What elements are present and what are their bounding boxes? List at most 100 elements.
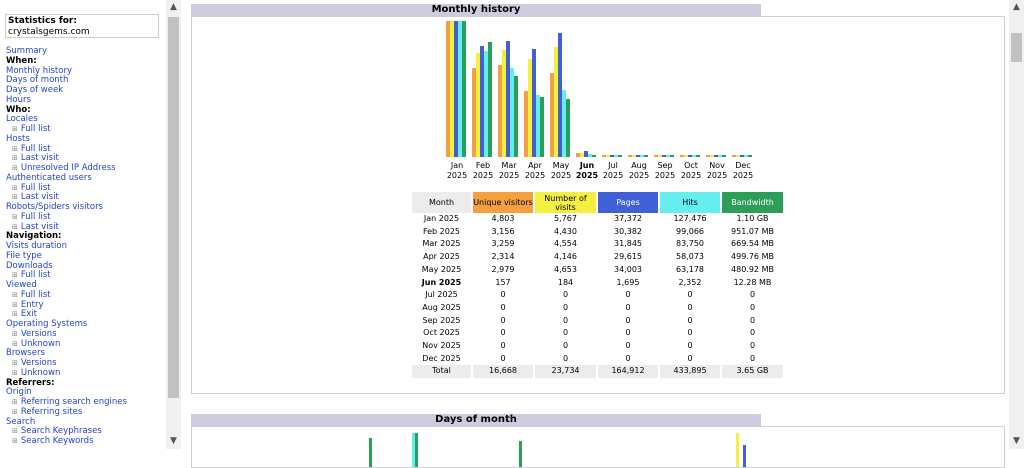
scroll-down-icon[interactable]: ▼ [170, 436, 177, 446]
monthly-chart: Jan 2025 Feb 2025 Mar 2025 Apr 2025 May 2025 Jun 20… [445, 17, 765, 180]
chart-bar [640, 155, 644, 157]
chart-bar [506, 41, 510, 157]
menu-link[interactable]: Versions [6, 329, 166, 340]
chart-year-label: 2025 [575, 171, 599, 180]
chart-month-name: May [552, 161, 570, 170]
chart-bar [554, 47, 558, 157]
menu-link[interactable]: Unresolved IP Address [6, 163, 166, 174]
table-cell: 669.54 MB [731, 239, 774, 249]
chart-month-name: Feb [475, 161, 491, 170]
menu-link[interactable]: Days of week [6, 85, 64, 95]
table-cell: 30,382 [614, 226, 642, 236]
menu-link[interactable]: Full list [6, 124, 166, 135]
chart-bar [666, 155, 670, 157]
menu-link[interactable]: Referring sites [6, 407, 166, 418]
table-cell: 157 [495, 277, 511, 287]
menu-link[interactable]: Full list [6, 144, 166, 155]
menu-link[interactable]: Robots/Spiders visitors [6, 202, 103, 212]
chart-bar [558, 33, 562, 157]
table-row: Dec 2025 0 0 0 0 0 [412, 353, 783, 366]
table-cell: 0 [500, 290, 506, 300]
table-cell: 480.92 MB [731, 264, 774, 274]
table-cell: Feb 2025 [422, 226, 461, 236]
days-of-month-panel [191, 426, 1005, 468]
chart-bar [688, 155, 692, 157]
menu-link[interactable]: Full list [6, 212, 166, 223]
left-scrollbar[interactable]: ▲ ▼ [166, 0, 181, 449]
chart-bar [732, 155, 736, 157]
menu-link[interactable]: Exit [6, 309, 166, 320]
menu-link[interactable]: Search Keywords [6, 436, 166, 447]
total-cell: 3.65 GB [722, 365, 783, 379]
menu-link[interactable]: Referring search engines [6, 397, 166, 408]
chart-bar [602, 155, 606, 157]
table-cell: 0 [562, 315, 569, 325]
menu-link[interactable]: Last visit [6, 192, 166, 203]
table-cell: 5,767 [554, 214, 577, 223]
menu-link[interactable]: Full list [6, 270, 166, 281]
table-cell: 2,979 [491, 264, 515, 274]
table-cell: 4,146 [554, 252, 577, 262]
menu-link[interactable]: Authenticated users [6, 172, 92, 183]
menu-link[interactable]: Last visit [6, 222, 166, 233]
menu-link[interactable]: Entry [6, 300, 166, 311]
chart-month-label: Feb 2025 [470, 161, 496, 181]
days-bar [519, 441, 522, 467]
chart-month-label: Oct 2025 [678, 161, 704, 181]
menu-link[interactable]: Unknown [6, 339, 166, 350]
table-row: Jan 2025 4,803 5,767 37,372 127,476 1.10 GB [412, 213, 783, 226]
menu-link[interactable]: Monthly history [6, 65, 72, 76]
table-cell: 3,259 [491, 239, 515, 249]
menu-link[interactable]: Full list [6, 183, 166, 194]
menu-link[interactable]: Downloads [6, 260, 53, 271]
menu-link[interactable]: Origin [6, 387, 32, 398]
menu-link[interactable]: Browsers [6, 348, 45, 359]
chart-bar [446, 21, 450, 157]
chart-bar [588, 154, 592, 157]
scroll-up-icon[interactable]: ▲ [170, 2, 177, 12]
table-row: Nov 2025 0 0 0 0 0 [412, 340, 783, 353]
right-scrollbar[interactable]: ▲ ▼ [1009, 0, 1024, 449]
menu-link[interactable]: File type [6, 250, 42, 261]
menu-link[interactable]: Days of month [6, 75, 69, 86]
chart-bar [710, 155, 714, 157]
menu-link[interactable]: Visits duration [6, 241, 68, 251]
table-row: Apr 2025 2,314 4,146 29,615 58,073 499.76 MB [412, 251, 783, 264]
table-cell: 0 [625, 290, 631, 300]
table-row: Aug 2025 0 0 0 0 0 [412, 302, 783, 315]
menu-link[interactable]: Locales [6, 114, 38, 125]
table-cell: 58,073 [676, 252, 704, 262]
right-scroll-thumb[interactable] [1011, 33, 1022, 62]
menu-link[interactable]: Full list [6, 290, 166, 301]
menu-link[interactable]: Last visit [6, 153, 166, 164]
menu-link[interactable]: Search Keyphrases [6, 426, 166, 437]
left-scroll-thumb[interactable] [168, 17, 179, 398]
table-cell: 31,845 [614, 239, 642, 249]
chart-month-label: Apr 2025 [522, 161, 548, 181]
scroll-up-icon[interactable]: ▲ [1013, 2, 1020, 12]
chart-month-name: Sep [657, 161, 673, 170]
table-cell: 0 [562, 302, 569, 312]
menu-link[interactable]: Unknown [6, 368, 166, 379]
table-cell: Jan 2025 [423, 214, 460, 223]
menu-link[interactable]: Operating Systems [6, 319, 88, 329]
chart-bar [566, 99, 570, 157]
menu-link[interactable]: Search [6, 416, 36, 427]
menu-link[interactable]: Viewed [6, 280, 37, 290]
menu-link[interactable]: Versions [6, 358, 166, 369]
table-cell: 99,066 [676, 226, 704, 236]
header-unique-visitors: Unique visitors [473, 192, 533, 213]
chart-bar [580, 153, 584, 157]
chart-bar [528, 59, 532, 157]
scroll-down-icon[interactable]: ▼ [1013, 436, 1020, 446]
menu-link[interactable]: Hosts [6, 133, 30, 144]
table-cell: 127,476 [673, 214, 707, 223]
table-cell: Nov 2025 [422, 341, 461, 351]
chart-bar [684, 155, 688, 157]
menu-link[interactable]: Hours [6, 94, 31, 105]
monthly-table: Month Unique visitors Number of visits Page… [410, 192, 785, 379]
menu-link[interactable]: Summary [6, 46, 48, 56]
table-cell: 0 [500, 353, 506, 363]
table-cell: 0 [749, 353, 756, 363]
chart-bar [618, 155, 622, 157]
